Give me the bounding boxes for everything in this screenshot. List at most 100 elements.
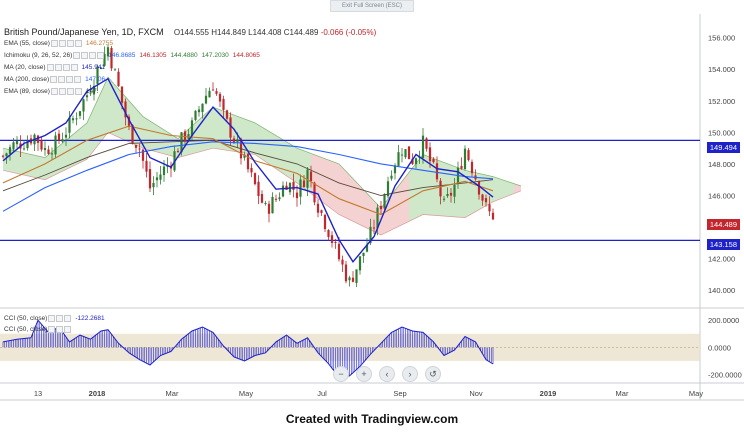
eye-icon[interactable] xyxy=(73,52,81,59)
cci-line xyxy=(2,319,494,378)
ichimoku-cloud-segment xyxy=(391,190,395,230)
candle-body xyxy=(404,149,407,158)
cci-legend: CCI (50, close) -122.2681 xyxy=(4,315,105,322)
settings-icon[interactable] xyxy=(81,52,89,59)
ichimoku-cloud-segment xyxy=(412,163,416,220)
candle-body xyxy=(36,135,40,143)
left-arrow-icon[interactable]: ‹ xyxy=(379,366,395,382)
close-icon[interactable] xyxy=(89,52,97,59)
settings-icon[interactable] xyxy=(56,326,64,333)
minus-icon[interactable]: − xyxy=(333,366,349,382)
ichimoku-cloud-segment xyxy=(90,107,94,155)
close-icon[interactable] xyxy=(66,76,74,83)
eye-icon[interactable] xyxy=(48,326,56,333)
eye-icon[interactable] xyxy=(50,40,58,47)
reset-icon[interactable]: ↺ xyxy=(425,366,441,382)
candle-body xyxy=(138,148,141,150)
candle-body xyxy=(453,184,456,197)
ichimoku-cloud-segment xyxy=(202,113,206,152)
more-icon[interactable] xyxy=(97,52,105,59)
candle-body xyxy=(204,95,208,104)
candle-body xyxy=(229,117,232,138)
low-value: L144.408 xyxy=(248,28,282,37)
symbol-header: British Pound/Japanese Yen, 1D, FXCM O14… xyxy=(4,27,376,37)
candle-body xyxy=(316,203,320,213)
close-icon[interactable] xyxy=(66,40,74,47)
candle-body xyxy=(260,194,264,203)
ichimoku-cloud-segment xyxy=(24,152,28,176)
ichimoku-cloud-segment xyxy=(195,119,199,153)
price-axis-label: 148.000 xyxy=(708,160,735,169)
cci-label-second: CCI (50, close) xyxy=(4,326,48,333)
candle-body xyxy=(369,226,372,243)
cci-axis-label: 0.0000 xyxy=(708,343,731,352)
indicator-values: 146.8685 146.1305 144.4880 147.2030 144.8065 xyxy=(104,52,260,59)
candle-body xyxy=(15,140,19,145)
candle-body xyxy=(355,269,358,284)
candle-body xyxy=(390,175,393,179)
close-icon[interactable] xyxy=(64,326,72,333)
more-icon[interactable] xyxy=(74,76,82,83)
cci-label: CCI (50, close) xyxy=(4,315,48,322)
settings-icon[interactable] xyxy=(58,40,66,47)
footer-credit: Created with Tradingview.com xyxy=(285,412,459,426)
candle-body xyxy=(432,159,435,163)
candle-body xyxy=(414,158,418,165)
ichimoku-cloud-segment xyxy=(346,171,350,220)
indicator-label: MA (20, close) xyxy=(4,64,46,71)
ichimoku-cloud-segment xyxy=(94,100,98,151)
ichimoku-cloud-segment xyxy=(104,77,108,137)
ichimoku-cloud-segment xyxy=(108,77,112,134)
ichimoku-cloud-segment xyxy=(409,167,413,222)
settings-icon[interactable] xyxy=(58,88,66,95)
indicator-row: MA (20, close) 145.941 xyxy=(4,64,105,71)
exit-fullscreen-button[interactable]: Exit Full Screen (ESC) xyxy=(330,0,414,12)
candle-body xyxy=(320,210,323,213)
time-axis-label: Jul xyxy=(317,389,327,398)
eye-icon[interactable] xyxy=(46,64,54,71)
ichimoku-cloud-segment xyxy=(248,120,252,154)
right-arrow-icon[interactable]: › xyxy=(402,366,418,382)
candle-body xyxy=(274,198,278,200)
candle-body xyxy=(281,185,285,197)
plus-icon[interactable]: + xyxy=(356,366,372,382)
ichimoku-cloud-segment xyxy=(349,174,353,222)
symbol-title: British Pound/Japanese Yen, 1D, FXCM xyxy=(4,27,164,37)
candle-body xyxy=(271,196,274,214)
candle-body xyxy=(341,259,344,265)
time-axis-label: May xyxy=(239,389,253,398)
eye-icon[interactable] xyxy=(50,88,58,95)
ichimoku-cloud-segment xyxy=(328,160,332,210)
settings-icon[interactable] xyxy=(58,76,66,83)
candle-body xyxy=(264,202,267,204)
candle-body xyxy=(103,53,106,66)
ichimoku-cloud-segment xyxy=(353,178,357,224)
candle-body xyxy=(99,67,103,70)
ichimoku-cloud-segment xyxy=(514,183,518,194)
candle-body xyxy=(365,244,369,252)
indicator-values: 145.941 xyxy=(78,64,106,71)
candle-body xyxy=(106,47,110,57)
candle-body xyxy=(330,235,334,243)
eye-icon[interactable] xyxy=(50,76,58,83)
eye-icon[interactable] xyxy=(48,315,56,322)
settings-icon[interactable] xyxy=(54,64,62,71)
more-icon[interactable] xyxy=(70,64,78,71)
ichimoku-cloud-segment xyxy=(423,154,427,215)
candle-body xyxy=(393,165,397,174)
time-axis-label: Nov xyxy=(469,389,483,398)
close-icon[interactable] xyxy=(62,64,70,71)
ema89-line xyxy=(2,139,494,196)
candle-body xyxy=(376,207,379,229)
price-axis-label: 146.000 xyxy=(708,192,735,201)
more-icon[interactable] xyxy=(74,40,82,47)
indicator-label: EMA (55, close) xyxy=(4,40,50,47)
more-icon[interactable] xyxy=(74,88,82,95)
candle-body xyxy=(323,214,327,230)
candle-body xyxy=(134,145,138,148)
close-icon[interactable] xyxy=(64,315,72,322)
settings-icon[interactable] xyxy=(56,315,64,322)
close-icon[interactable] xyxy=(66,88,74,95)
ichimoku-cloud-segment xyxy=(297,148,301,186)
